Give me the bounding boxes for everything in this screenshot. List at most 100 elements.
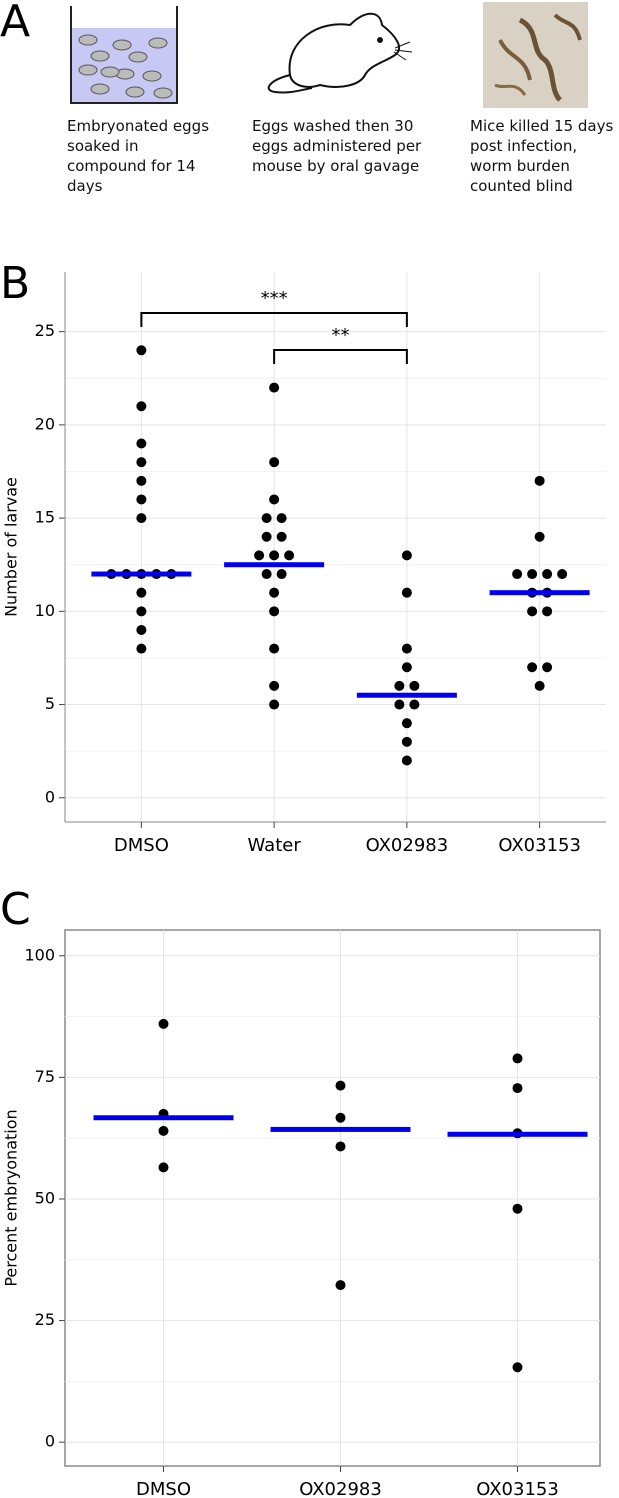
y-tick-label: 25 [35, 321, 55, 340]
data-point [512, 1053, 523, 1064]
data-point [512, 1203, 523, 1214]
data-point [136, 587, 147, 598]
step-text: Eggs washed then 30 eggs administered pe… [252, 117, 422, 175]
data-point [261, 569, 272, 580]
y-tick-label: 50 [35, 1188, 55, 1207]
median-line [91, 571, 192, 577]
data-point [335, 1141, 346, 1152]
data-point [409, 680, 420, 691]
data-point [158, 1162, 169, 1173]
data-point [158, 1125, 169, 1136]
panel-label: B [0, 258, 30, 309]
data-point [269, 587, 280, 598]
data-point [542, 569, 553, 580]
data-point [335, 1080, 346, 1091]
y-axis-title: Number of larvae [2, 477, 21, 617]
worm-photo [483, 2, 588, 108]
y-tick-label: 15 [35, 508, 55, 527]
data-point [269, 494, 280, 505]
data-point [557, 569, 568, 580]
x-tick-label: OX02983 [366, 835, 449, 856]
y-tick-label: 100 [24, 945, 55, 964]
data-point [136, 457, 147, 468]
data-point [401, 736, 412, 747]
data-point [401, 643, 412, 654]
data-point [136, 438, 147, 449]
data-point [261, 513, 272, 524]
y-axis-title: Percent embryonation [2, 1109, 21, 1286]
median-line [270, 1126, 411, 1132]
data-point [534, 531, 545, 542]
beaker-icon [70, 6, 178, 104]
median-line [447, 1131, 588, 1137]
median-line [93, 1115, 234, 1121]
data-point [269, 699, 280, 710]
data-point [534, 475, 545, 486]
data-point [527, 606, 538, 617]
data-point [394, 680, 405, 691]
y-tick-label: 5 [45, 694, 55, 713]
data-point [269, 550, 280, 561]
data-point [401, 550, 412, 561]
step-text: Embryonated eggs soaked in compound for … [67, 117, 210, 195]
data-point [254, 550, 265, 561]
x-tick-label: Water [248, 835, 302, 856]
data-point [401, 718, 412, 729]
y-tick-label: 75 [35, 1067, 55, 1086]
significance-bracket [273, 349, 408, 364]
median-line [489, 590, 590, 596]
data-point [269, 643, 280, 654]
data-point [276, 531, 287, 542]
x-tick-label: OX03153 [498, 835, 581, 856]
significance-label: *** [261, 288, 288, 309]
data-point [269, 606, 280, 617]
median-line [224, 562, 325, 568]
data-point [401, 662, 412, 673]
data-point [136, 475, 147, 486]
data-point [269, 457, 280, 468]
data-point [335, 1112, 346, 1123]
x-tick-label: OX02983 [299, 1479, 382, 1498]
data-point [136, 513, 147, 524]
data-point [269, 382, 280, 393]
x-tick-label: DMSO [136, 1479, 191, 1498]
data-point [401, 755, 412, 766]
data-point [136, 643, 147, 654]
data-point [401, 587, 412, 598]
data-point [261, 531, 272, 542]
y-tick-label: 10 [35, 601, 55, 620]
data-point [542, 662, 553, 673]
data-point [136, 345, 147, 356]
y-tick-label: 0 [45, 1432, 55, 1451]
data-point [409, 699, 420, 710]
x-tick-label: DMSO [114, 835, 169, 856]
data-point [276, 513, 287, 524]
data-point [527, 662, 538, 673]
data-point [136, 494, 147, 505]
data-point [136, 624, 147, 635]
data-point [335, 1280, 346, 1291]
data-point [284, 550, 295, 561]
panel-label: A [0, 0, 30, 47]
data-point [136, 606, 147, 617]
step-text: Mice killed 15 days post infection, worm… [470, 117, 614, 195]
data-point [394, 699, 405, 710]
panel-label: C [0, 884, 31, 935]
median-line [356, 692, 457, 698]
mouse-icon [267, 12, 413, 94]
data-point [534, 680, 545, 691]
y-tick-label: 0 [45, 787, 55, 806]
data-point [136, 401, 147, 412]
significance-bracket [140, 312, 408, 327]
data-point [527, 569, 538, 580]
data-point [158, 1018, 169, 1029]
data-point [512, 1362, 523, 1373]
plot-frame [64, 929, 601, 1467]
data-point [269, 680, 280, 691]
x-tick-label: OX03153 [476, 1479, 559, 1498]
data-point [512, 569, 523, 580]
data-point [512, 1083, 523, 1094]
data-point [276, 569, 287, 580]
